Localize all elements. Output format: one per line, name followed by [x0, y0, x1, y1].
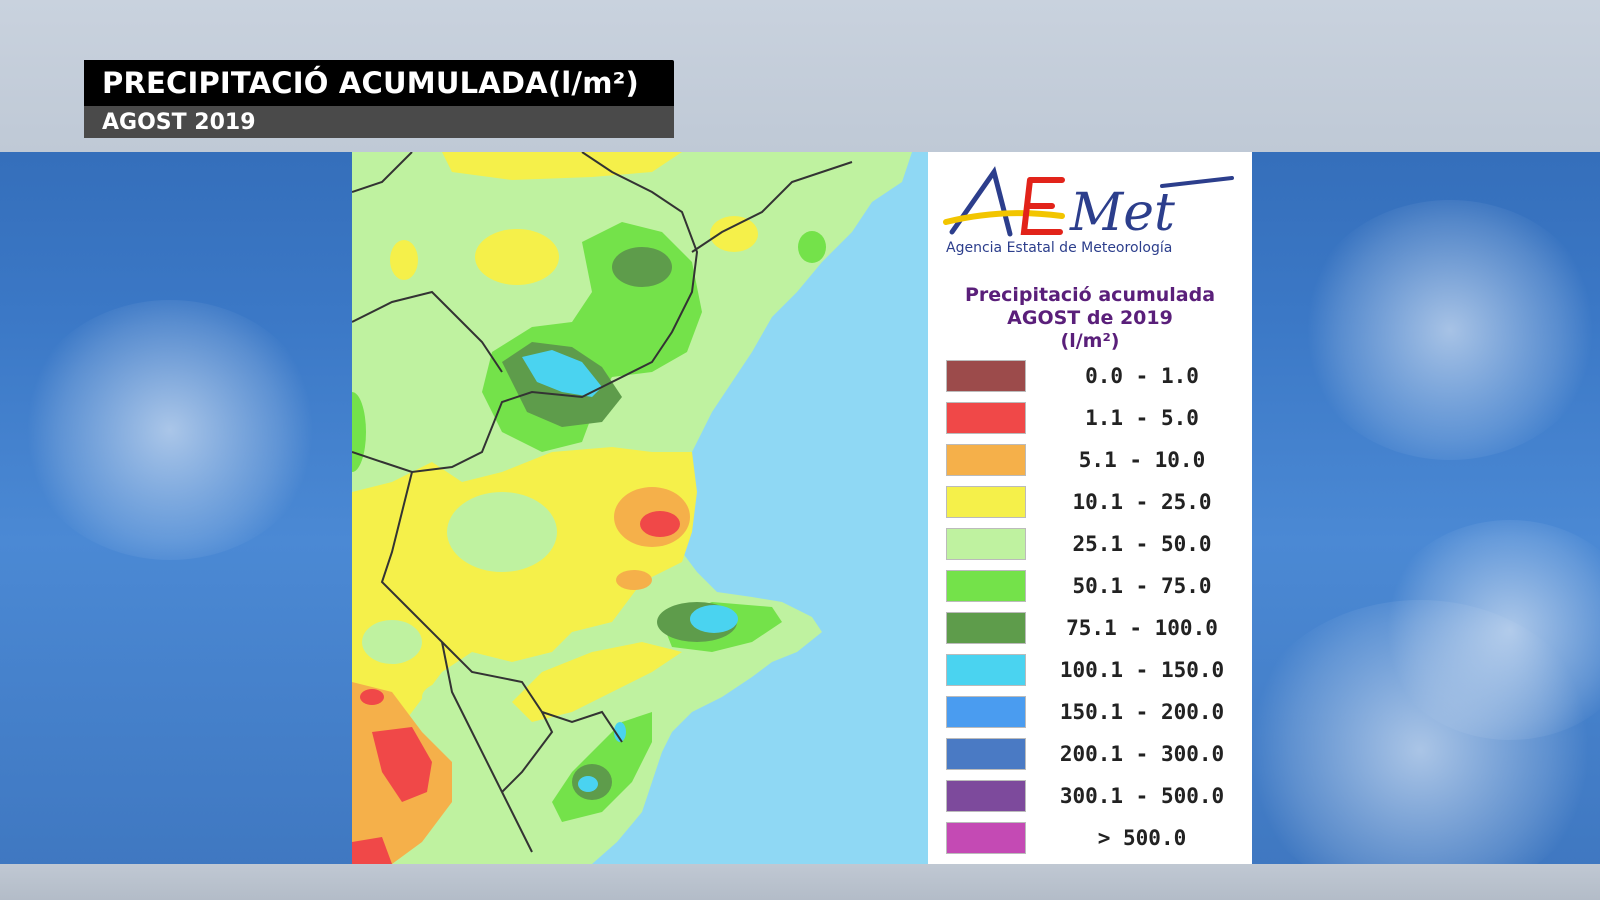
legend-item: 200.1 - 300.0 — [946, 738, 1246, 772]
legend-swatch — [946, 570, 1026, 602]
zone-1-5 — [372, 727, 432, 802]
zone-10-25 — [442, 152, 682, 180]
legend-swatch — [946, 612, 1026, 644]
legend-label: 300.1 - 500.0 — [1059, 784, 1225, 808]
zone-10-25 — [512, 642, 682, 722]
cloud — [20, 300, 320, 560]
legend-item: 0.0 - 1.0 — [946, 360, 1246, 394]
legend-title-line1: Precipitació acumulada — [964, 284, 1216, 306]
zone-1-5 — [352, 837, 392, 864]
legend-item: 100.1 - 150.0 — [946, 654, 1246, 688]
zone-25-50 — [447, 492, 557, 572]
zone-100-150 — [522, 350, 602, 397]
legend-title: Precipitació acumulada AGOST de 2019 (l/… — [928, 284, 1252, 353]
legend-item: 75.1 - 100.0 — [946, 612, 1246, 646]
province-borders — [352, 152, 853, 853]
legend-item: 25.1 - 50.0 — [946, 528, 1246, 562]
page-subtitle: AGOST 2019 — [102, 110, 256, 135]
legend-item: 150.1 - 200.0 — [946, 696, 1246, 730]
legend-panel: Met Agencia Estatal de Meteorología Prec… — [928, 152, 1252, 864]
zone-50-75 — [352, 392, 366, 472]
aemet-logo: Met — [943, 166, 1234, 243]
legend-title-line2: AGOST de 2019 — [1007, 307, 1173, 329]
legend-swatch — [946, 738, 1026, 770]
legend-item: 300.1 - 500.0 — [946, 780, 1246, 814]
zone-5-10 — [360, 689, 384, 705]
legend-swatch — [946, 444, 1026, 476]
legend-swatch — [946, 402, 1026, 434]
legend-swatch — [946, 780, 1026, 812]
legend-swatch — [946, 822, 1026, 854]
precipitation-map — [352, 152, 928, 864]
svg-text:Met: Met — [1069, 183, 1175, 243]
zone-25-50 — [422, 679, 502, 715]
legend-swatch — [946, 360, 1026, 392]
legend-swatch — [946, 486, 1026, 518]
cloud — [1300, 200, 1600, 460]
title-banner: PRECIPITACIÓ ACUMULADA(l/m²) — [84, 60, 674, 106]
legend-label: 100.1 - 150.0 — [1059, 658, 1225, 682]
legend-item: 1.1 - 5.0 — [946, 402, 1246, 436]
cloud — [1380, 520, 1600, 740]
legend-label: 25.1 - 50.0 — [1072, 532, 1212, 556]
legend-label: > 500.0 — [1097, 826, 1187, 850]
legend-title-line3: (l/m²) — [1060, 330, 1120, 352]
zone-100-150 — [690, 605, 738, 633]
agency-name: Agencia Estatal de Meteorología — [946, 240, 1173, 256]
legend-label: 10.1 - 25.0 — [1072, 490, 1212, 514]
legend-swatch — [946, 528, 1026, 560]
legend-item: > 500.0 — [946, 822, 1246, 856]
zone-5-10 — [616, 570, 652, 590]
legend-label: 1.1 - 5.0 — [1085, 406, 1199, 430]
zone-10-25 — [475, 229, 559, 285]
legend-label: 150.1 - 200.0 — [1059, 700, 1225, 724]
zone-10-25 — [710, 216, 758, 252]
page-title: PRECIPITACIÓ ACUMULADA(l/m²) — [102, 66, 639, 100]
legend-item: 5.1 - 10.0 — [946, 444, 1246, 478]
subtitle-banner: AGOST 2019 — [84, 106, 674, 138]
zone-75-100 — [612, 247, 672, 287]
legend-label: 0.0 - 1.0 — [1085, 364, 1199, 388]
zone-10-25 — [390, 240, 418, 280]
legend-label: 5.1 - 10.0 — [1078, 448, 1206, 472]
zone-100-150 — [578, 776, 598, 792]
bottom-band — [0, 864, 1600, 900]
zone-50-75 — [798, 231, 826, 263]
zone-100-150 — [614, 722, 626, 742]
legend-swatch — [946, 654, 1026, 686]
legend-label: 50.1 - 75.0 — [1072, 574, 1212, 598]
legend-label: 75.1 - 100.0 — [1066, 616, 1218, 640]
legend-label: 200.1 - 300.0 — [1059, 742, 1225, 766]
zone-1-5 — [640, 511, 680, 537]
legend-swatch — [946, 696, 1026, 728]
zone-25-50 — [362, 620, 422, 664]
legend-item: 10.1 - 25.0 — [946, 486, 1246, 520]
zone-10-25 — [352, 447, 697, 772]
map-svg — [352, 152, 928, 864]
legend-item: 50.1 - 75.0 — [946, 570, 1246, 604]
